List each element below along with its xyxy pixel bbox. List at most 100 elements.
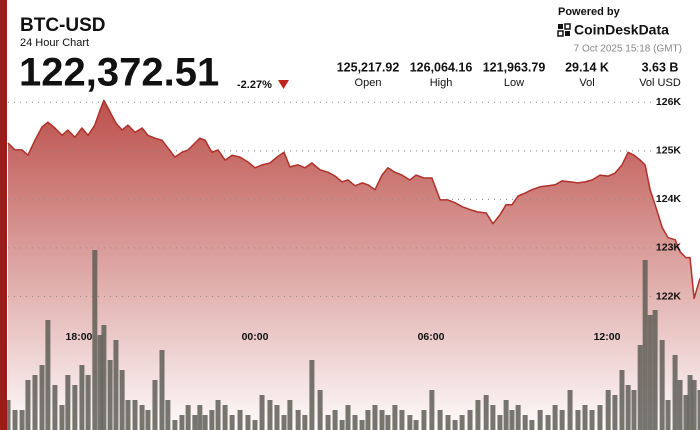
volume-bar xyxy=(5,400,11,430)
volume-bar xyxy=(379,410,385,430)
volume-bar xyxy=(619,370,625,430)
volume-bar xyxy=(85,375,91,430)
volume-bar xyxy=(413,420,419,430)
volume-bar xyxy=(245,415,251,430)
volume-bar xyxy=(459,415,465,430)
volume-bar xyxy=(132,400,138,430)
volume-bar xyxy=(642,260,648,430)
volume-bar xyxy=(165,400,171,430)
stat-value: 29.14 K xyxy=(565,60,609,74)
volume-bar xyxy=(631,390,637,430)
y-tick-label: 123K xyxy=(656,242,682,254)
volume-bar xyxy=(652,310,658,430)
stat-value: 121,963.79 xyxy=(483,60,546,74)
volume-bar xyxy=(359,420,365,430)
x-tick-label: 12:00 xyxy=(594,331,621,343)
volume-bar xyxy=(274,405,280,430)
volume-bar xyxy=(483,395,489,430)
volume-bar xyxy=(295,410,301,430)
stat-label: High xyxy=(430,77,453,89)
volume-bar xyxy=(567,390,573,430)
volume-bar xyxy=(497,415,503,430)
volume-bar xyxy=(522,415,528,430)
volume-bar xyxy=(332,410,338,430)
price: 122,372.51 xyxy=(19,51,219,95)
volume-bar xyxy=(97,335,103,430)
brand: CoinDeskData xyxy=(574,22,669,38)
x-tick-label: 00:00 xyxy=(242,331,269,343)
volume-bar xyxy=(197,405,203,430)
volume-bar xyxy=(125,400,131,430)
volume-bar xyxy=(52,385,58,430)
volume-bar xyxy=(490,405,496,430)
volume-bar xyxy=(429,390,435,430)
volume-bar xyxy=(185,405,191,430)
volume-bar xyxy=(467,410,473,430)
volume-bar xyxy=(437,410,443,430)
volume-bar xyxy=(65,375,71,430)
volume-bar xyxy=(172,420,178,430)
volume-bar xyxy=(287,400,293,430)
stat-label: Vol xyxy=(579,77,594,89)
volume-bar xyxy=(399,410,405,430)
volume-bar xyxy=(597,405,603,430)
volume-bar xyxy=(59,405,65,430)
volume-bar xyxy=(659,340,665,430)
volume-bar xyxy=(107,360,113,430)
volume-bar xyxy=(139,405,145,430)
volume-bar xyxy=(302,415,308,430)
subtitle: 24 Hour Chart xyxy=(20,37,89,49)
stat-value: 3.63 B xyxy=(642,60,679,74)
volume-bar xyxy=(345,405,351,430)
volume-bar xyxy=(475,400,481,430)
volume-bar xyxy=(192,415,198,430)
volume-bar xyxy=(545,415,551,430)
volume-bar xyxy=(119,370,125,430)
volume-bar xyxy=(421,410,427,430)
volume-bar xyxy=(113,340,119,430)
volume-bar xyxy=(222,405,228,430)
volume-bar xyxy=(407,415,413,430)
volume-bar xyxy=(589,410,595,430)
volume-bar xyxy=(647,315,653,430)
volume-bar xyxy=(39,365,45,430)
y-tick-label: 125K xyxy=(656,145,682,157)
volume-bar xyxy=(612,395,618,430)
volume-bar xyxy=(145,410,151,430)
volume-bar xyxy=(12,410,18,430)
volume-bar xyxy=(385,415,391,430)
volume-bar xyxy=(281,415,287,430)
accent-bar xyxy=(0,0,7,430)
stat-value: 126,064.16 xyxy=(410,60,473,74)
volume-bar xyxy=(339,420,345,430)
volume-bar xyxy=(452,420,458,430)
volume-bar xyxy=(237,410,243,430)
volume-bar xyxy=(19,410,25,430)
x-tick-label: 06:00 xyxy=(418,331,445,343)
volume-bar xyxy=(229,415,235,430)
y-tick-label: 124K xyxy=(656,193,682,205)
area-fill xyxy=(8,100,700,430)
volume-bar xyxy=(309,360,315,430)
volume-bar xyxy=(101,325,107,430)
down-arrow xyxy=(278,80,289,89)
volume-bar xyxy=(537,410,543,430)
price-line xyxy=(7,99,700,300)
volume-bar xyxy=(687,375,693,430)
y-tick-label: 122K xyxy=(656,290,682,302)
volume-bar xyxy=(559,410,565,430)
y-tick-label: 126K xyxy=(656,96,682,108)
volume-bar xyxy=(152,380,158,430)
volume-bar xyxy=(582,405,588,430)
volume-bar xyxy=(202,415,208,430)
volume-bar xyxy=(259,395,265,430)
volume-bar xyxy=(92,250,98,430)
change: -2.27% xyxy=(237,79,272,91)
volume-bar xyxy=(45,320,51,430)
volume-bar xyxy=(637,345,643,430)
volume-bar xyxy=(503,400,509,430)
volume-bar xyxy=(515,405,521,430)
volume-bar xyxy=(683,395,689,430)
volume-bar xyxy=(267,400,273,430)
